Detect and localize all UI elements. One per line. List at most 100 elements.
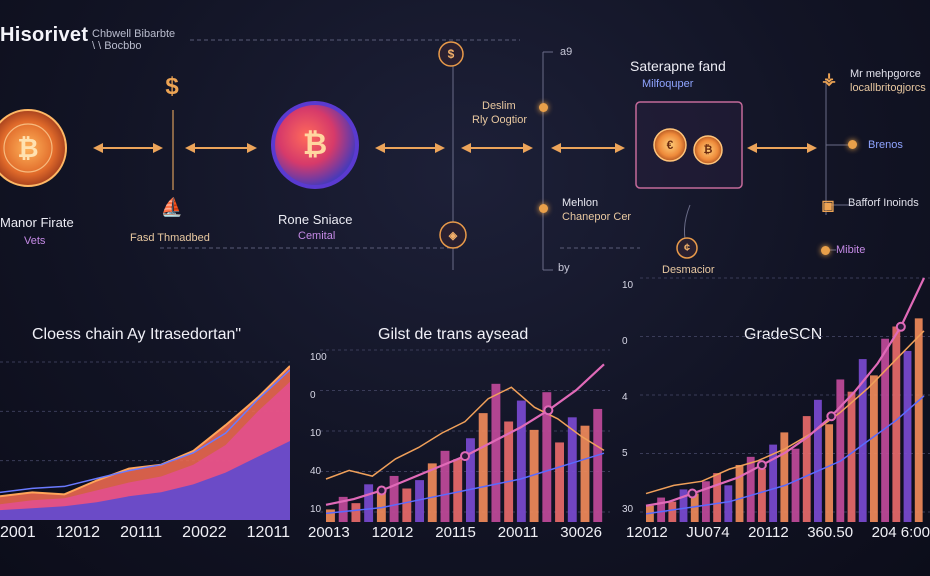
pink-line-point [895,321,906,332]
node1-subtitle: Vets [24,235,46,247]
hand-coin-icon: $ [165,73,179,100]
area-top-line [0,365,290,498]
chart2-x-tick: 12012 [371,524,414,541]
bar [881,338,890,522]
bar [415,480,424,522]
bar [440,450,450,522]
bar [702,481,710,522]
area-blue-line [0,369,290,494]
chart2-x-tick: 20115 [435,524,476,541]
right-item4: Mibite [836,244,866,256]
bar [870,375,878,522]
bar [466,438,475,522]
mid-label2-line2: Chanepor Cer [562,211,632,223]
bar [389,475,399,522]
y-tick-label: 40 [310,466,322,477]
chart3-plot: 30 5 4 0 10 [622,277,930,522]
node2-subtitle: Cemital [298,230,336,242]
bar [478,413,488,522]
bar [657,497,666,522]
bar [580,425,590,522]
pink-line-point [826,411,837,422]
node3-title: Saterapne fand [630,58,726,74]
bottom-right-label: Desmacior [662,264,715,276]
box-icon-right: ▣ [821,196,835,213]
bar [780,432,789,522]
chart1-x-tick: 12012 [55,524,101,541]
pink-line-point [376,485,387,496]
dollar-icon-top: $ [447,47,455,61]
bar [427,463,437,522]
bracket-bottom-label: by [558,262,570,274]
y-tick-label: 5 [622,448,628,459]
chart-icon-right: ⚶ [822,71,836,88]
y-tick-label: 4 [622,392,628,403]
chart2-x-tick: 30026 [560,524,602,541]
bar [326,509,335,522]
bar [791,448,800,522]
chart2-x-tick: 20011 [497,524,539,541]
node1-title: Manor Firate [0,215,74,230]
chart1-x-tick: 20022 [182,524,227,541]
chart3-x-tick: 204 6:00 [871,524,930,541]
y-tick-label: 10 [622,280,634,291]
node2-title: Rone Sniace [278,212,353,227]
bitcoin-icon-node2: ₿ [302,128,328,161]
bar [746,456,755,522]
y-tick-label: 10 [310,504,322,515]
orange-line [325,386,605,480]
bar [491,383,501,522]
chart2-x-axis: 20013 12012 20115 20011 30026 [308,524,602,541]
bar [758,469,766,522]
bar [668,501,677,522]
brand-title: Hisorivet [0,24,89,46]
chart3-x-axis: 12012 JU074 20112 360.50 204 6:00 [626,524,930,541]
right-item1-line1: Mr mehpgorce [850,68,921,80]
bracket-top-label: a9 [560,46,573,58]
chart3-x-tick: JU074 [686,524,730,541]
chart1-x-tick: 20111 [120,524,163,541]
bar [529,429,539,522]
bar [724,485,733,522]
bar [836,379,845,522]
ship-icon: ⛵ [160,196,184,217]
bar [802,416,811,522]
pink-line-point [460,451,470,462]
bar [903,350,912,522]
bar [593,408,603,522]
chart3-x-tick: 360.50 [807,524,854,541]
brand-subtitle: Chbwell Bibarbte \ \ Bocbbo [92,28,175,52]
chart1-title: Cloess chain Ay Itrasedortan" [32,326,242,343]
y-tick-label: 30 [622,504,634,515]
bar [453,459,463,522]
coin-icon-node3a: € [666,138,674,152]
right-item2: Brenos [868,139,903,151]
mid-label1-line2: Rly Oogtior [472,114,528,126]
coin-icon-node3b: ₿ [703,144,713,156]
chart2-x-tick: 20013 [308,524,350,541]
bar [825,424,834,522]
pink-line-point [687,488,698,499]
bar [858,359,867,522]
chart3-x-tick: 12012 [626,524,668,541]
area-series-3 [0,441,290,520]
marker-dot [539,204,548,213]
bar [769,444,778,522]
bar [364,484,374,522]
shield-icon-bottom: ◈ [448,229,458,242]
node3-subtitle: Milfoquper [642,78,694,90]
bar [814,399,822,522]
ship-label: Fasd Thmadbed [130,232,210,244]
bar [542,392,552,522]
bar [690,493,699,522]
y-tick-label: 10 [310,428,322,439]
orange-line [645,330,925,495]
flow-connectors [0,39,852,271]
y-tick-label: 0 [310,390,316,401]
bar [567,417,577,522]
bar [892,326,901,522]
y-tick-label: 100 [310,352,327,363]
marker-dot [821,246,830,255]
bar [351,503,361,522]
